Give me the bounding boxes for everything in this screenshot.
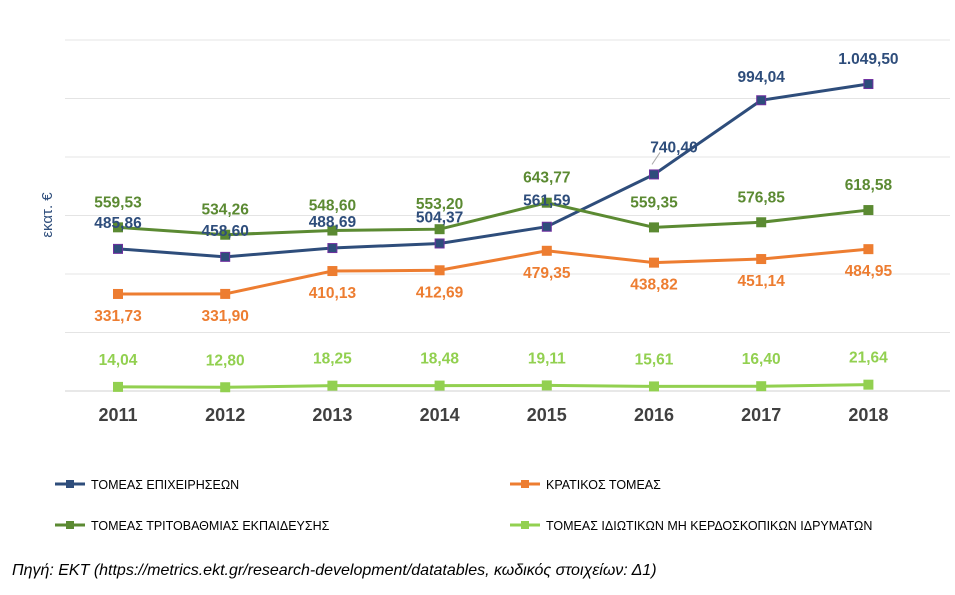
leader-line <box>651 152 661 165</box>
data-label: 534,26 <box>201 202 249 219</box>
x-tick-label: 2013 <box>312 405 352 425</box>
data-label: 559,35 <box>630 194 678 211</box>
data-label: 438,82 <box>630 277 677 294</box>
data-label: 504,37 <box>416 209 463 226</box>
data-point <box>220 288 231 299</box>
data-point <box>541 380 552 391</box>
legend-swatch-marker <box>66 521 74 529</box>
legend-label: ΚΡΑΤΙΚΟΣ ΤΟΜΕΑΣ <box>546 478 661 492</box>
data-label: 484,95 <box>845 263 893 280</box>
data-point <box>327 243 338 254</box>
data-label: 488,69 <box>309 214 357 231</box>
data-label: 331,73 <box>94 308 142 325</box>
series-line <box>117 383 869 389</box>
data-label: 553,20 <box>416 196 463 213</box>
legend-label: ΤΟΜΕΑΣ ΕΠΙΧΕΙΡΗΣΕΩΝ <box>91 478 239 492</box>
data-point <box>863 79 874 90</box>
data-label: 14,04 <box>99 352 138 369</box>
data-label: 618,58 <box>845 177 893 194</box>
series-line <box>117 247 869 296</box>
data-label: 18,48 <box>420 351 459 368</box>
data-point <box>541 197 552 208</box>
data-label: 16,40 <box>742 351 781 368</box>
data-label: 412,69 <box>416 284 464 301</box>
data-point <box>756 217 767 228</box>
data-point <box>113 243 123 254</box>
data-point <box>649 222 659 233</box>
series-line <box>117 82 869 259</box>
source-note: Πηγή: ΕΚΤ (https://metrics.ekt.gr/resear… <box>12 562 657 579</box>
data-point <box>327 266 338 277</box>
data-label: 559,53 <box>94 194 142 211</box>
x-tick-label: 2014 <box>420 405 460 425</box>
data-point <box>863 205 874 216</box>
data-point <box>434 380 445 391</box>
data-label: 740,40 <box>650 139 697 156</box>
data-label: 561,59 <box>523 193 571 210</box>
legend-swatch-marker <box>521 521 529 529</box>
x-tick-label: 2015 <box>527 405 567 425</box>
data-label: 994,04 <box>737 69 785 86</box>
series-line <box>117 201 869 237</box>
data-point <box>649 169 659 180</box>
data-label: 548,60 <box>309 198 356 215</box>
data-point <box>863 244 874 255</box>
legend: ΤΟΜΕΑΣ ΕΠΙΧΕΙΡΗΣΕΩΝ ΚΡΑΤΙΚΟΣ ΤΟΜΕΑΣ ΤΟΜΕΑΣ… <box>55 478 872 533</box>
data-point <box>434 224 445 235</box>
data-point <box>220 229 231 240</box>
data-label: 576,85 <box>737 189 785 206</box>
data-label: 12,80 <box>206 352 245 369</box>
data-label: 331,90 <box>201 308 248 325</box>
x-tick-label: 2011 <box>98 405 137 425</box>
data-label: 451,14 <box>737 273 785 290</box>
data-label: 18,25 <box>313 351 352 368</box>
series-lines <box>113 79 874 393</box>
data-label: 485,86 <box>94 215 142 232</box>
data-point <box>756 254 767 265</box>
data-point <box>220 382 231 393</box>
data-label: 643,77 <box>523 170 570 187</box>
data-point <box>113 288 123 299</box>
legend-label: ΤΟΜΕΑΣ ΙΔΙΩΤΙΚΩΝ ΜΗ ΚΕΡΔΟΣΚΟΠΙΚΩΝ ΙΔΡΥΜΑ… <box>546 519 872 533</box>
gridlines <box>65 39 950 392</box>
data-point <box>327 380 338 391</box>
x-tick-label: 2018 <box>848 405 888 425</box>
data-point <box>113 381 123 392</box>
data-label: 479,35 <box>523 265 571 282</box>
data-point <box>649 381 659 392</box>
data-point <box>434 265 445 276</box>
data-label: 458,60 <box>201 223 248 240</box>
data-point <box>756 381 767 392</box>
x-axis-ticks: 2011 2012 2013 2014 2015 2016 2017 2018 <box>98 405 888 425</box>
data-label: 410,13 <box>309 285 357 302</box>
data-label: 19,11 <box>528 350 566 367</box>
legend-label: ΤΟΜΕΑΣ ΤΡΙΤΟΒΑΘΜΙΑΣ ΕΚΠΑΙΔΕΥΣΗΣ <box>91 519 330 533</box>
data-label: 1.049,50 <box>838 51 898 68</box>
data-point <box>434 238 445 249</box>
x-tick-label: 2012 <box>205 405 245 425</box>
legend-swatch-marker <box>521 480 529 488</box>
data-label: 15,61 <box>635 351 674 368</box>
data-point <box>220 251 231 262</box>
data-point <box>649 257 659 268</box>
legend-swatch-marker <box>66 480 74 488</box>
y-axis-label: εκατ. € <box>39 192 56 238</box>
data-point <box>327 225 338 236</box>
line-chart: εκατ. € 2011 2012 2013 2014 2015 2016 2017 2018… <box>39 39 950 533</box>
data-point <box>756 95 767 106</box>
data-point <box>863 379 874 390</box>
data-point <box>541 221 552 232</box>
data-label: 21,64 <box>849 350 888 367</box>
data-point <box>541 245 552 256</box>
x-tick-label: 2017 <box>741 405 781 425</box>
data-labels: 331,73 331,90 410,13 412,69 479,35 438,82 451,… <box>94 51 898 369</box>
x-tick-label: 2016 <box>634 405 674 425</box>
data-point <box>113 222 123 233</box>
